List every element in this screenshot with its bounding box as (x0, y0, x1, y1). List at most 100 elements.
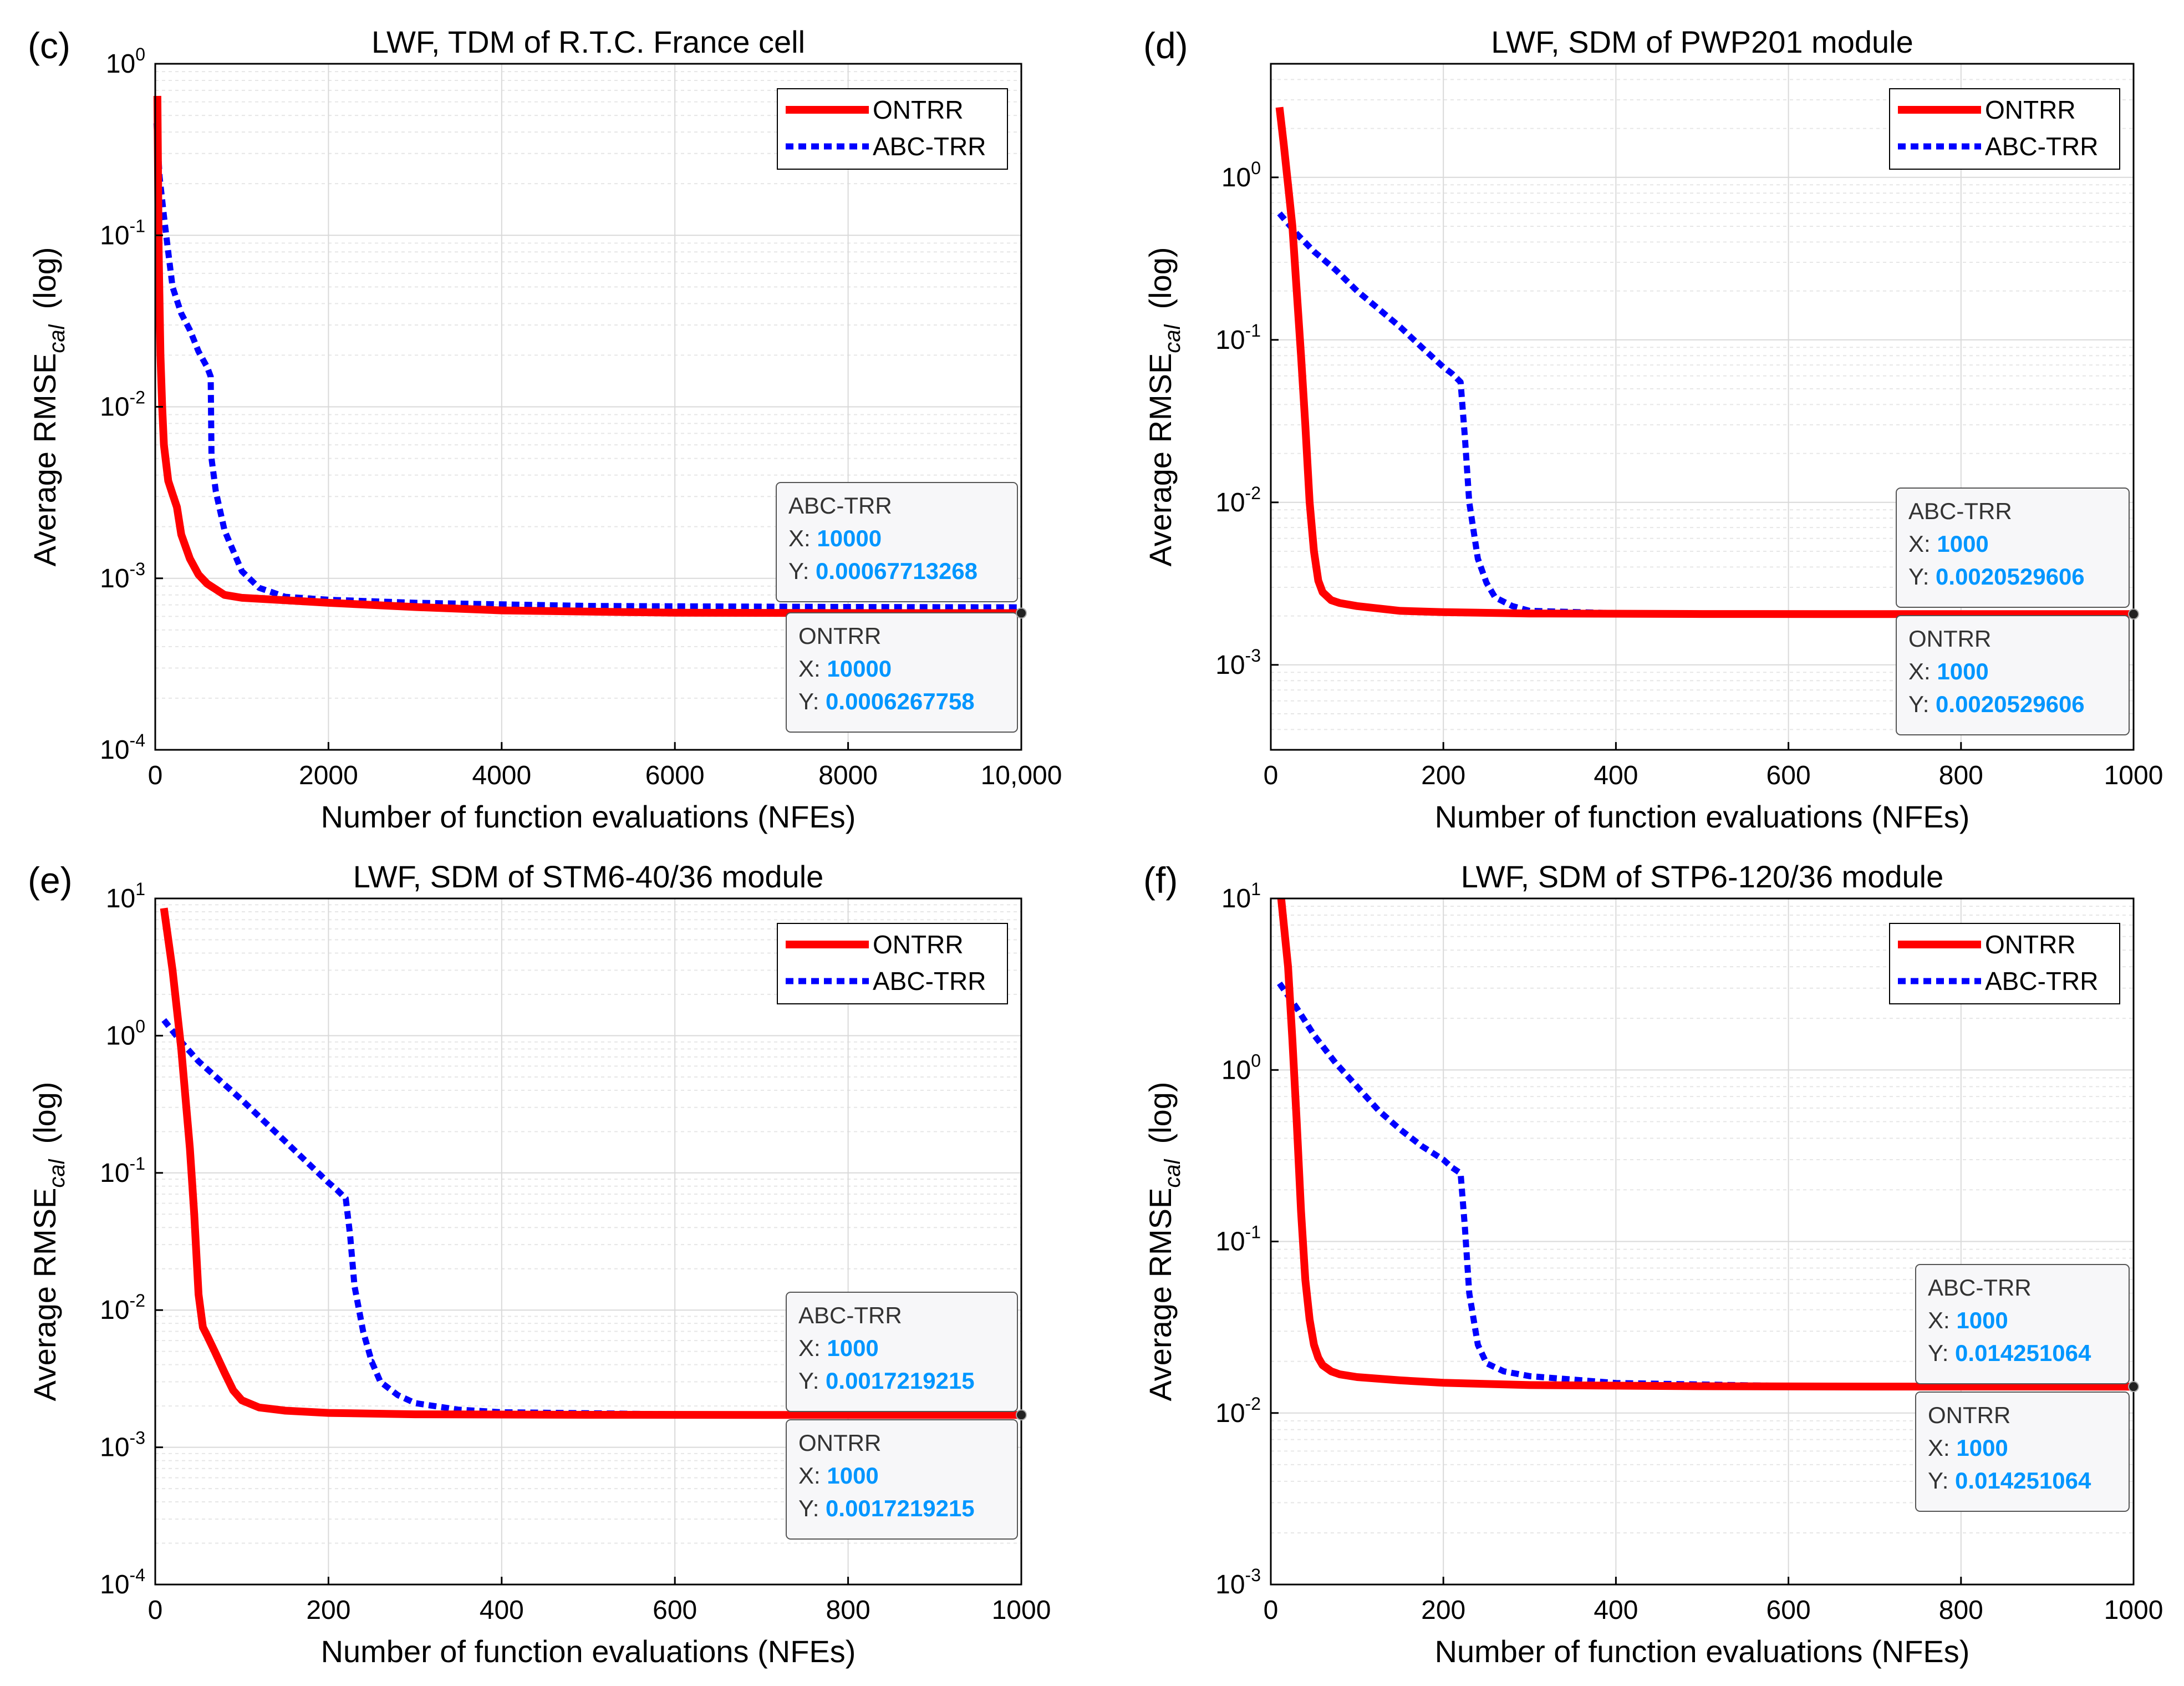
x-tick-label: 1000 (2104, 1596, 2163, 1625)
y-axis-label: Average RMSEcal(log) (27, 247, 69, 566)
datatip-series-name: ABC-TRR (1908, 498, 2012, 524)
datatip-box (786, 612, 1018, 733)
x-tick-label: 10,000 (981, 761, 1062, 790)
datatip-x: X: 1000 (1928, 1307, 2008, 1333)
datatip-x: X: 1000 (798, 1462, 879, 1489)
series-abc-trr-line (161, 1018, 1022, 1418)
x-tick-label: 800 (1939, 761, 1983, 790)
y-tick-label: 100 (106, 44, 145, 79)
legend: ONTRR ABC-TRR (1889, 923, 2120, 1004)
datatip-box (786, 1292, 1018, 1412)
y-tick-label: 10-1 (1215, 1222, 1261, 1257)
x-tick-label: 400 (1594, 761, 1638, 790)
datatip-box (786, 1419, 1018, 1540)
series-ontrr-line (1277, 898, 2134, 1391)
x-tick-label: 0 (148, 761, 163, 790)
datatip-y: Y: 0.00067713268 (788, 558, 978, 584)
datatip-y: Y: 0.0017219215 (798, 1495, 975, 1521)
datatip-series-name: ONTRR (798, 1430, 881, 1456)
datatip-box (776, 482, 1018, 602)
y-tick-label: 10-2 (100, 388, 145, 422)
chart-panel-e: 0 200 400 600 800 1000 10-4 10-3 10-2 10-1 100 101 L… (27, 859, 1051, 1669)
legend-label: ABC-TRR (873, 132, 986, 161)
y-tick-label: 100 (1221, 1050, 1261, 1085)
datatip-series-name: ONTRR (798, 623, 881, 649)
datatip-box (1896, 615, 2130, 735)
datatip-series-name: ABC-TRR (798, 1302, 902, 1328)
datatip-series-name: ABC-TRR (1928, 1274, 2032, 1301)
x-tick-label: 4000 (472, 761, 531, 790)
chart-panel-d: 0 200 400 600 800 1000 10-3 10-2 10-1 100 LWF, SDM… (1143, 24, 2163, 834)
legend-label: ABC-TRR (873, 967, 986, 996)
x-tick-label: 600 (1766, 761, 1811, 790)
datatip-abc-trr[interactable]: ABC-TRR X: 10000 Y: 0.00067713268 (776, 482, 1018, 602)
datatip-abc-trr[interactable]: ABC-TRR X: 1000 Y: 0.0017219215 (786, 1292, 1018, 1412)
y-tick-label: 10-1 (1215, 321, 1261, 355)
panel-label: (e) (28, 860, 73, 901)
panel-label: (f) (1143, 860, 1178, 901)
x-tick-label: 400 (480, 1596, 524, 1625)
datatip-series-name: ONTRR (1908, 626, 1991, 652)
y-axis-label: Average RMSEcal(log) (1143, 1081, 1185, 1401)
x-tick-label: 1000 (2104, 761, 2163, 790)
datatip-marker[interactable] (1016, 1409, 1027, 1421)
datatip-x: X: 1000 (1908, 531, 1989, 557)
legend-label: ONTRR (873, 95, 964, 124)
y-tick-label: 10-3 (1215, 1565, 1261, 1599)
legend: ONTRR ABC-TRR (1889, 88, 2120, 170)
x-tick-label: 0 (1264, 1596, 1279, 1625)
x-axis-label: Number of function evaluations (NFEs) (1435, 799, 1970, 834)
x-tick-label: 2000 (299, 761, 358, 790)
y-tick-label: 100 (106, 1016, 145, 1050)
axes-box (154, 897, 1022, 1586)
datatip-y: Y: 0.0020529606 (1908, 563, 2085, 590)
y-axis-label: Average RMSEcal(log) (27, 1081, 69, 1401)
datatip-marker[interactable] (1016, 607, 1027, 619)
x-tick-label: 0 (1264, 761, 1279, 790)
series-ontrr-line (153, 95, 1022, 617)
datatip-y: Y: 0.014251064 (1928, 1467, 2091, 1494)
x-tick-label: 200 (306, 1596, 350, 1625)
y-tick-label: 101 (106, 879, 145, 913)
datatip-abc-trr[interactable]: ABC-TRR X: 1000 Y: 0.014251064 (1915, 1264, 2130, 1384)
y-tick-label: 10-2 (1215, 483, 1261, 517)
datatip-x: X: 1000 (1928, 1435, 2008, 1461)
datatip-box (1915, 1392, 2130, 1512)
legend-box (1889, 923, 2120, 1004)
legend-label: ABC-TRR (1985, 132, 2098, 161)
chart-title: LWF, TDM of R.T.C. France cell (371, 24, 805, 59)
datatip-ontrr[interactable]: ONTRR X: 10000 Y: 0.0006267758 (786, 612, 1018, 733)
y-tick-label: 10-3 (1215, 646, 1261, 680)
chart-title: LWF, SDM of PWP201 module (1491, 24, 1913, 59)
datatip-x: X: 10000 (788, 525, 882, 551)
x-tick-label: 800 (1939, 1596, 1983, 1625)
legend-box (777, 923, 1008, 1004)
datatip-abc-trr[interactable]: ABC-TRR X: 1000 Y: 0.0020529606 (1896, 487, 2130, 608)
datatip-x: X: 1000 (1908, 658, 1989, 684)
y-tick-label: 100 (1221, 158, 1261, 192)
x-axis-label: Number of function evaluations (NFEs) (1435, 1634, 1970, 1669)
panel-label: (c) (28, 25, 70, 66)
chart-panel-f: 0 200 400 600 800 1000 10-3 10-2 10-1 100 101 LWF, … (1143, 859, 2163, 1669)
datatip-x: X: 10000 (798, 656, 892, 682)
datatip-marker[interactable] (2128, 1381, 2139, 1393)
chart-panel-c: 0 2000 4000 6000 8000 10,000 10-4 10-3 10-2 10-1 1… (27, 24, 1062, 834)
datatip-x: X: 1000 (798, 1335, 879, 1361)
datatip-ontrr[interactable]: ONTRR X: 1000 Y: 0.014251064 (1915, 1392, 2130, 1512)
series-abc-trr-line (1277, 981, 2134, 1390)
legend-label: ONTRR (1985, 930, 2076, 959)
datatip-series-name: ONTRR (1928, 1402, 2010, 1428)
y-tick-label: 10-2 (1215, 1394, 1261, 1428)
series-ontrr-line (1275, 106, 2134, 618)
datatip-ontrr[interactable]: ONTRR X: 1000 Y: 0.0020529606 (1896, 615, 2130, 735)
y-tick-label: 10-4 (100, 1565, 145, 1599)
x-tick-label: 800 (826, 1596, 870, 1625)
y-tick-label: 10-3 (100, 559, 145, 593)
datatip-ontrr[interactable]: ONTRR X: 1000 Y: 0.0017219215 (786, 1419, 1018, 1540)
legend-label: ONTRR (873, 930, 964, 959)
x-axis-label: Number of function evaluations (NFEs) (321, 799, 856, 834)
y-tick-label: 10-1 (100, 216, 145, 250)
datatip-marker[interactable] (2128, 608, 2139, 620)
legend: ONTRR ABC-TRR (777, 923, 1008, 1004)
